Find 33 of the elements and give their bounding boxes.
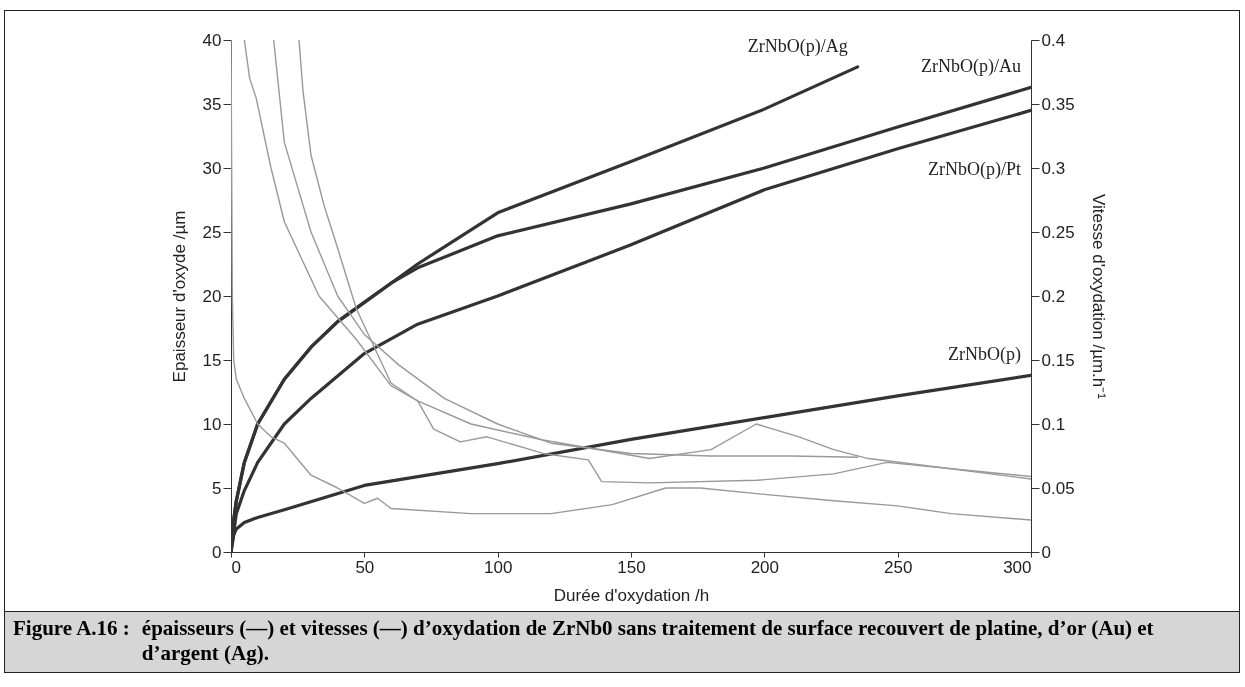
y2-axis-title: Vitesse d'oxydation /µm.h⁻¹ [1088, 194, 1108, 400]
x-tick-label: 100 [483, 557, 513, 577]
y-tick-label: 5 [212, 478, 222, 498]
x-tick-label: 250 [883, 557, 913, 577]
y-tick-label: 20 [202, 286, 222, 306]
y2-tick-label: 0.1 [1041, 414, 1066, 434]
y2-tick-label: 0.35 [1041, 94, 1075, 114]
y2-tick-label: 0.25 [1041, 222, 1075, 242]
x-tick-label: 300 [1003, 557, 1032, 577]
x-tick-label: 200 [750, 557, 780, 577]
series-label: ZrNbO(p) [948, 344, 1021, 366]
series-label: ZrNbO(p)/Ag [747, 35, 848, 57]
x-tick-label: 150 [617, 557, 646, 577]
y2-tick-label: 0.05 [1041, 478, 1075, 498]
y-tick-label: 30 [202, 158, 222, 178]
y-tick-label: 15 [202, 350, 222, 370]
y-tick-label: 40 [202, 30, 222, 50]
series-label: ZrNbO(p)/Pt [928, 159, 1021, 181]
text: Figure A.16 : épaisseurs (—) et vitesses (—) d’oxydation de ZrNb0 sans traitement de surface recouvert de platine, d’or (Au) et d’argent (Ag). [13, 616, 1155, 666]
y-tick-label: 35 [202, 94, 222, 114]
y2-tick-label: 0 [1041, 542, 1051, 562]
y-tick-label: 10 [202, 414, 222, 434]
y2-tick-label: 0.2 [1041, 286, 1066, 306]
y2-tick-label: 0.4 [1041, 30, 1066, 50]
x-axis-title: Durée d'oxydation /h [553, 585, 710, 605]
y2-tick-label: 0.15 [1041, 350, 1075, 370]
y-tick-label: 25 [202, 222, 222, 242]
series-label: ZrNbO(p)/Au [921, 56, 1021, 78]
y2-tick-label: 0.3 [1041, 158, 1066, 178]
x-tick-label: 50 [355, 557, 375, 577]
x-tick-label: 0 [231, 557, 241, 577]
y-axis-title: Epaisseur d'oxyde /µm [169, 210, 189, 383]
y-tick-label: 0 [212, 542, 222, 562]
